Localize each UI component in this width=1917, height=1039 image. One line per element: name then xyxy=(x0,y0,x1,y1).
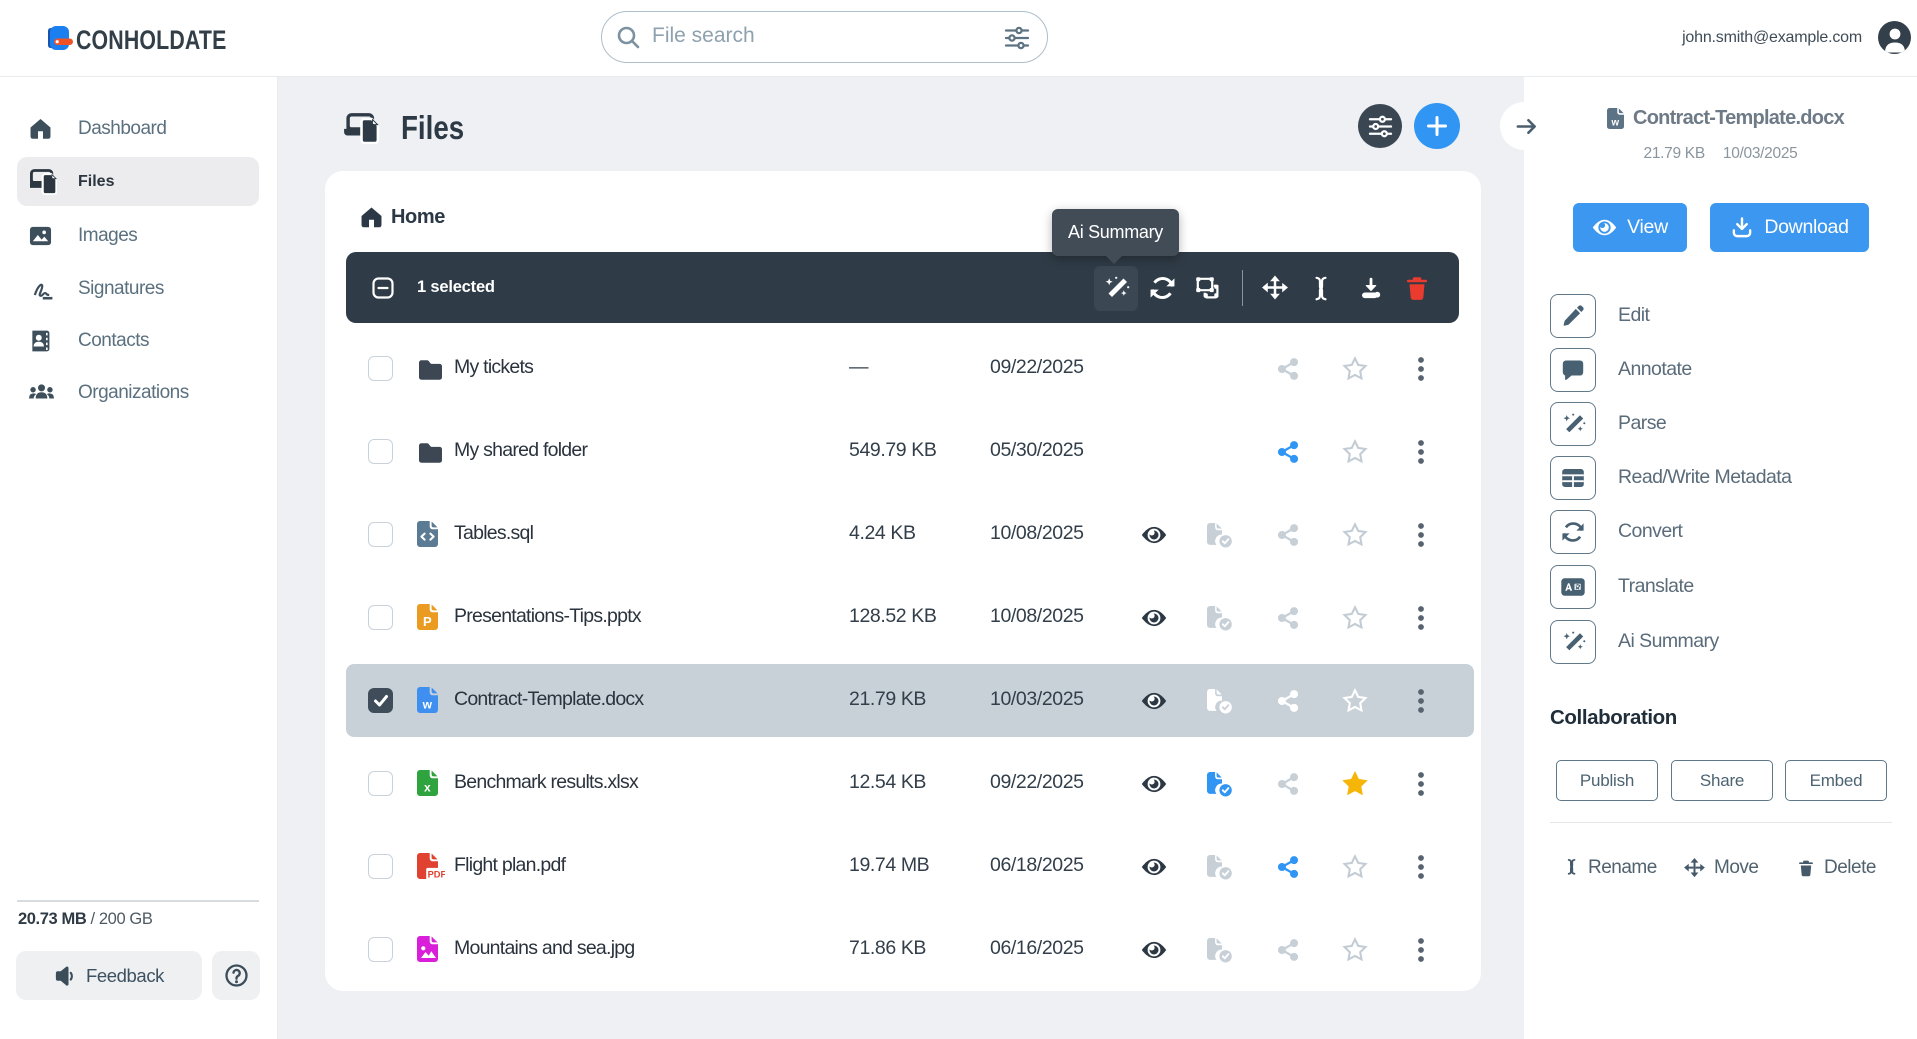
svg-text:w: w xyxy=(422,698,433,712)
svg-text:w: w xyxy=(1611,117,1620,128)
svg-text:x: x xyxy=(424,781,431,795)
svg-text:PDF: PDF xyxy=(428,870,445,879)
svg-text:P: P xyxy=(423,614,432,629)
